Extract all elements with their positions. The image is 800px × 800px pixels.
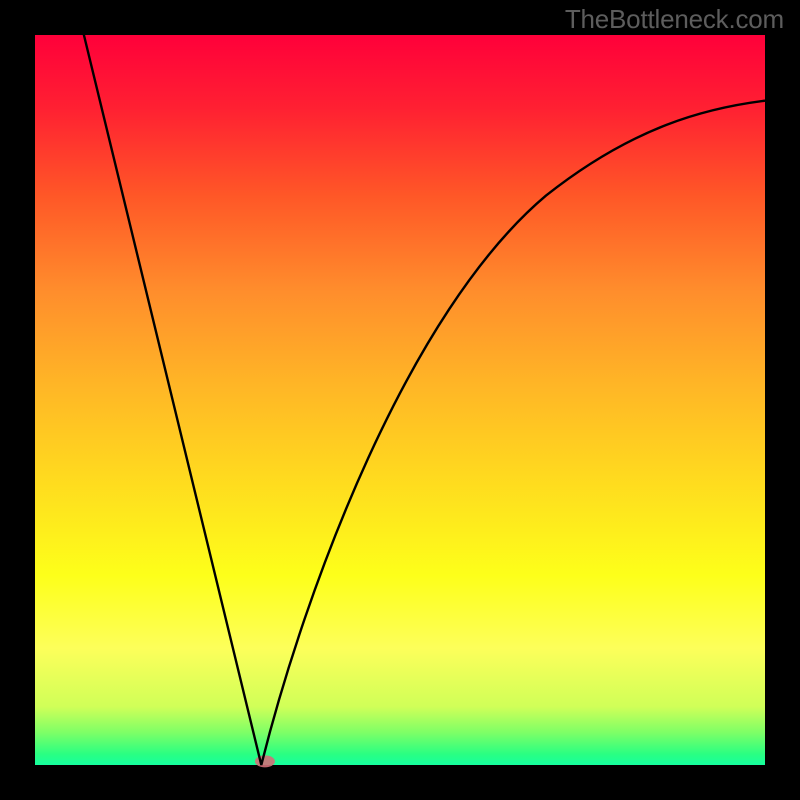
watermark-text: TheBottleneck.com bbox=[565, 4, 784, 35]
plot-background bbox=[35, 35, 765, 765]
bottleneck-plot bbox=[0, 0, 800, 800]
bottleneck-marker bbox=[255, 755, 275, 767]
chart-container: TheBottleneck.com bbox=[0, 0, 800, 800]
